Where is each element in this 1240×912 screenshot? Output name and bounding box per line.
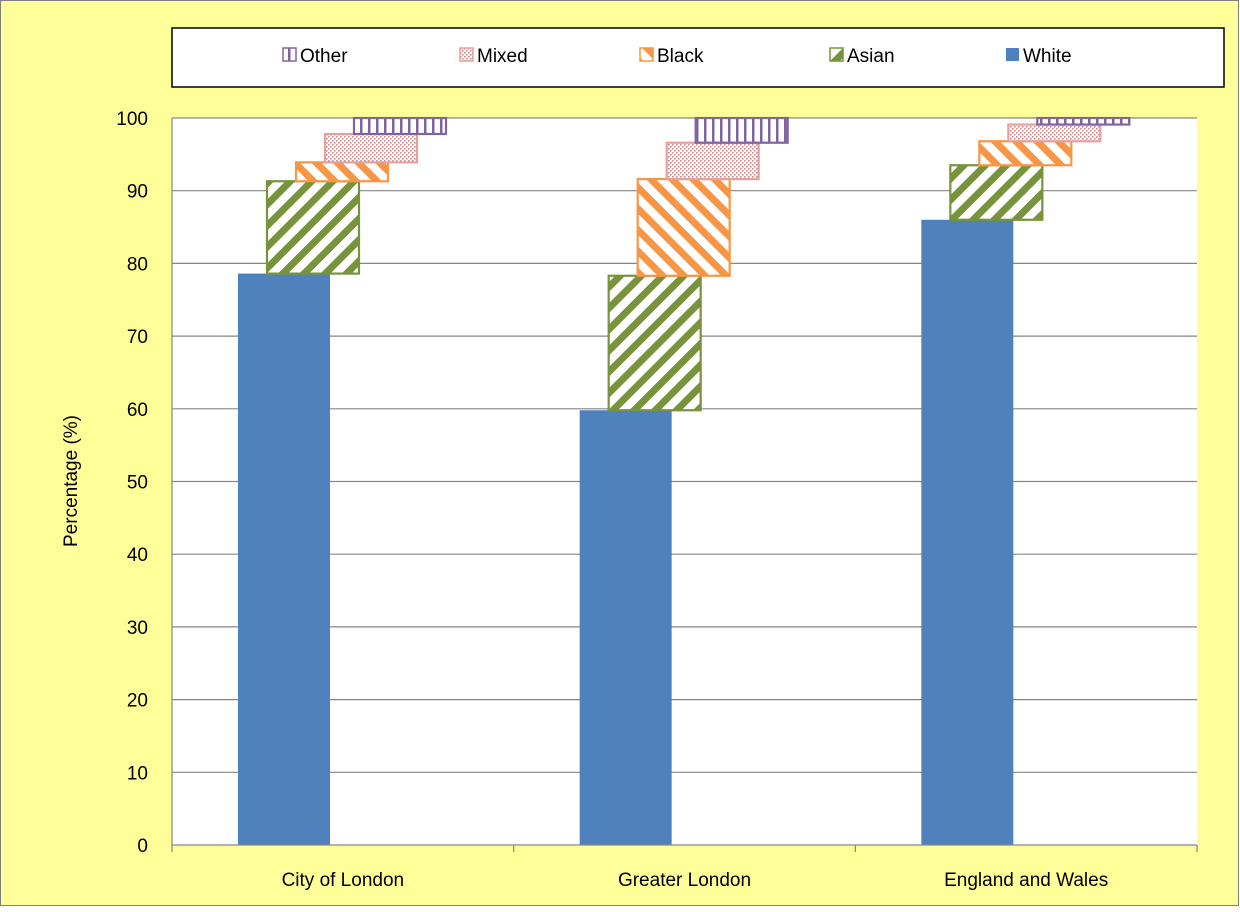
- bar-white-city-of-london: [238, 273, 330, 845]
- bar-black-city-of-london: [294, 161, 390, 183]
- y-tick-label: 10: [127, 763, 148, 784]
- legend-swatch-mixed: [459, 47, 474, 62]
- legend-label-other: Other: [300, 46, 348, 67]
- legend-box: [171, 27, 1225, 88]
- y-tick-label: 70: [127, 327, 148, 348]
- bar-other-greater-london: [694, 116, 789, 144]
- bar-group-city-of-london: [238, 116, 448, 845]
- bar-mixed-greater-london: [665, 141, 760, 181]
- legend: Other Mixed Black Asian White: [282, 46, 1072, 67]
- y-tick-label: 90: [127, 182, 148, 203]
- bar-white-greater-london: [579, 410, 672, 845]
- legend-label-asian: Asian: [847, 46, 895, 67]
- bar-asian-greater-london: [607, 274, 702, 412]
- legend-swatch-white: [1006, 48, 1019, 61]
- x-tick-labels: City of London Greater London England and …: [282, 870, 1109, 891]
- bar-black-greater-london: [636, 177, 731, 277]
- legend-label-white: White: [1023, 46, 1072, 67]
- y-tick-label: 50: [127, 473, 148, 494]
- bar-other-city-of-london: [352, 116, 448, 136]
- bar-mixed-england-and-wales: [1007, 123, 1102, 143]
- bars: [238, 116, 1131, 845]
- bar-group-england-and-wales: [921, 116, 1131, 845]
- bar-asian-england-and-wales: [949, 164, 1044, 221]
- y-tick-label: 80: [127, 254, 148, 275]
- bar-mixed-city-of-london: [323, 132, 419, 164]
- legend-label-mixed: Mixed: [477, 46, 528, 67]
- bar-group-greater-london: [579, 116, 789, 845]
- legend-swatch-asian: [829, 47, 844, 62]
- y-tick-label: 40: [127, 545, 148, 566]
- legend-swatch-black: [639, 47, 654, 62]
- bar-other-england-and-wales: [1036, 116, 1131, 126]
- y-tick-label: 0: [137, 836, 148, 857]
- y-tick-label: 20: [127, 691, 148, 712]
- bar-black-england-and-wales: [978, 140, 1073, 167]
- y-tick-label: 100: [116, 109, 148, 130]
- y-tick-labels: 0 10 20 30 40 50 60 70 80 90 100: [116, 109, 148, 857]
- legend-swatch-other: [282, 47, 297, 62]
- x-tick-label: England and Wales: [944, 870, 1108, 891]
- x-tick-label: City of London: [282, 870, 405, 891]
- bar-asian-city-of-london: [265, 180, 361, 275]
- x-tick-label: Greater London: [618, 870, 751, 891]
- axes: [171, 118, 1198, 852]
- y-tick-label: 60: [127, 400, 148, 421]
- bar-white-england-and-wales: [921, 219, 1014, 845]
- y-axis-label: Percentage (%): [61, 415, 82, 547]
- legend-label-black: Black: [657, 46, 704, 67]
- y-tick-label: 30: [127, 618, 148, 639]
